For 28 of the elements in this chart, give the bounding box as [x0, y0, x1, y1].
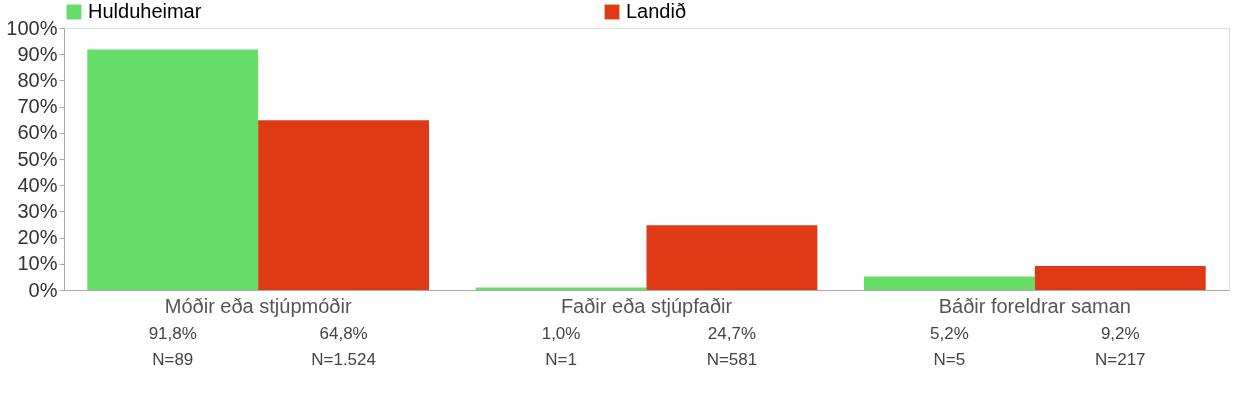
data-label: 5,2% N=5 [930, 324, 969, 369]
data-label: 24,7% N=581 [706, 324, 758, 369]
y-tick-label: 80% [17, 68, 58, 91]
y-tick-label: 60% [17, 121, 58, 144]
y-tick-label: 100% [6, 16, 58, 39]
legend-label: Landið [626, 0, 687, 22]
y-tick-label: 0% [28, 278, 58, 301]
y-tick-label: 20% [17, 226, 58, 249]
bar [258, 120, 430, 290]
bar [87, 49, 259, 290]
y-tick-label: 40% [17, 173, 58, 196]
x-tick-label: Móðir eða stjúpmóðir [164, 294, 352, 317]
bar [646, 225, 818, 290]
data-label: 9,2% N=217 [1094, 324, 1146, 369]
bar [1034, 265, 1206, 290]
data-label: 64,8% N=1.524 [311, 324, 376, 369]
x-tick-label: Faðir eða stjúpfaðir [560, 294, 733, 317]
data-label: 91,8% N=89 [148, 324, 197, 369]
y-tick-label: 50% [17, 147, 58, 170]
bar [475, 287, 647, 290]
y-tick-label: 30% [17, 199, 58, 222]
y-tick-label: 10% [17, 252, 58, 275]
x-tick-label: Báðir foreldrar saman [938, 294, 1131, 317]
data-label: 1,0% N=1 [541, 324, 581, 369]
y-tick-label: 90% [17, 42, 58, 65]
legend-label: Hulduheimar [88, 0, 202, 22]
bar [863, 276, 1035, 290]
y-tick-label: 70% [17, 95, 58, 118]
